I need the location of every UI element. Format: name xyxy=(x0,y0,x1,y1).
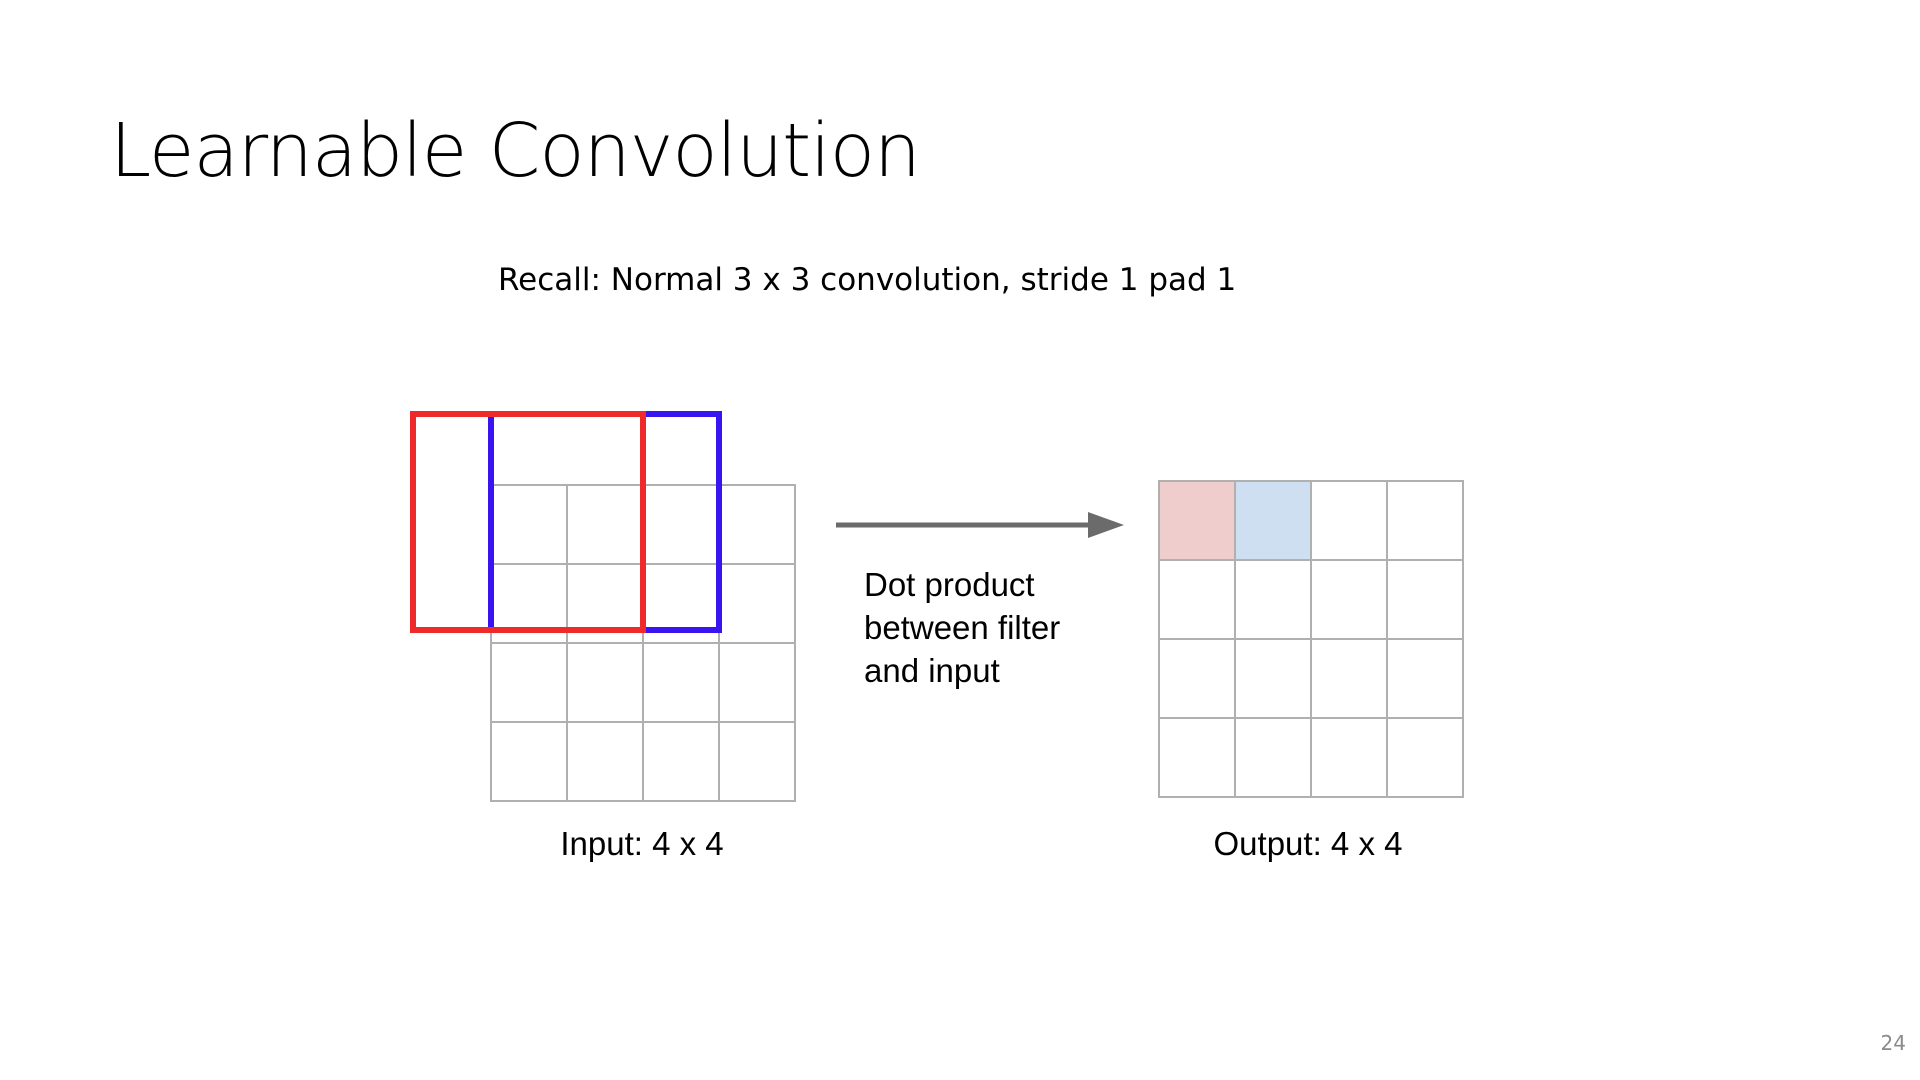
grid-cell xyxy=(1310,559,1388,640)
highlighted-cell xyxy=(1159,481,1235,560)
arrow-caption-line-1: Dot product xyxy=(864,566,1035,603)
grid-cell xyxy=(1310,480,1388,561)
grid-cell xyxy=(1234,717,1312,798)
blue-filter-window xyxy=(488,411,722,633)
grid-cell xyxy=(566,721,644,802)
grid-cell xyxy=(490,484,568,565)
grid-cell xyxy=(1158,717,1236,798)
slide-title: Learnable Convolution xyxy=(110,108,921,194)
grid-cell xyxy=(718,642,796,723)
arrow-caption-line-2: between filter xyxy=(864,609,1060,646)
page-number: 24 xyxy=(1880,1031,1906,1055)
grid-cell xyxy=(566,484,644,565)
grid-cell xyxy=(642,721,720,802)
grid-cell xyxy=(642,642,720,723)
arrow xyxy=(836,512,1124,538)
grid-cell xyxy=(1234,559,1312,640)
grid-cell xyxy=(718,484,796,565)
output-grid xyxy=(1158,480,1464,798)
input-label: Input: 4 x 4 xyxy=(560,825,723,862)
grid-cell xyxy=(1310,717,1388,798)
grid-cell xyxy=(718,563,796,644)
red-filter-window xyxy=(410,411,646,633)
highlighted-cell xyxy=(1235,481,1311,560)
grid-cell xyxy=(1310,638,1388,719)
grid-cell xyxy=(566,642,644,723)
arrow-caption: Dot product between filter and input xyxy=(864,566,1069,689)
grid-cell xyxy=(490,642,568,723)
grid-cell xyxy=(718,721,796,802)
grid-cell xyxy=(1386,717,1464,798)
slide-subtitle: Recall: Normal 3 x 3 convolution, stride… xyxy=(498,262,1237,298)
grid-cell xyxy=(1158,638,1236,719)
grid-cell xyxy=(1158,559,1236,640)
grid-cell xyxy=(1386,559,1464,640)
filter-windows xyxy=(410,411,722,633)
grid-cell xyxy=(642,484,720,565)
output-label: Output: 4 x 4 xyxy=(1214,825,1403,862)
grid-cell xyxy=(1386,480,1464,561)
grid-cell xyxy=(1234,638,1312,719)
arrow-caption-line-3: and input xyxy=(864,652,1000,689)
grid-cell xyxy=(490,721,568,802)
arrow-head xyxy=(1088,512,1124,538)
grid-cell xyxy=(1386,638,1464,719)
